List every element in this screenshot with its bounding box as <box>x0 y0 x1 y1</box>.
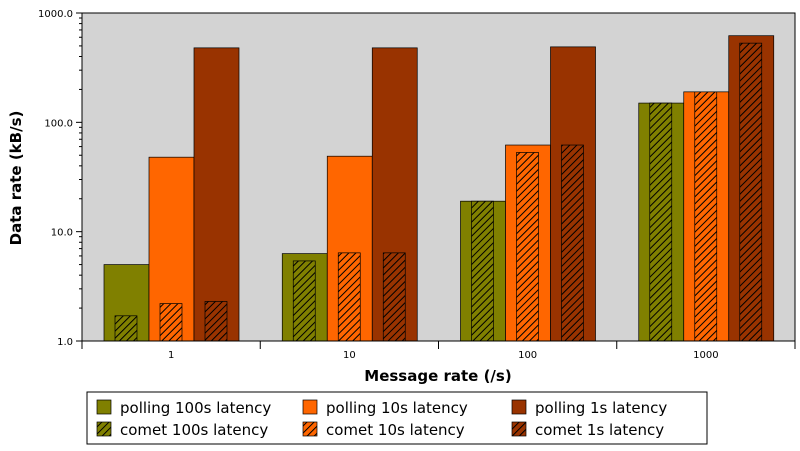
bar-comet-100s-latency-1 <box>114 315 138 342</box>
bar-comet-10s-latency-1 <box>159 303 183 342</box>
bars-layer <box>103 35 775 342</box>
bar-comet-10s-latency-100 <box>516 152 539 342</box>
legend-swatch-comet-1s-latency <box>511 421 527 437</box>
bar-comet-100s-latency-1000 <box>649 102 673 342</box>
y-tick-label: 10.0 <box>51 228 73 239</box>
bar-comet-10s-latency-1000 <box>694 91 718 342</box>
legend-label-comet-1s-latency: comet 1s latency <box>535 421 664 439</box>
legend-label-polling-10s-latency: polling 10s latency <box>326 399 468 417</box>
legend-swatch-polling-100s-latency <box>96 399 112 415</box>
legend-label-comet-100s-latency: comet 100s latency <box>120 421 268 439</box>
x-tick-label: 100 <box>518 350 537 361</box>
bar-comet-1s-latency-1 <box>204 301 228 342</box>
x-tick-label: 1 <box>168 350 174 361</box>
legend-swatch-polling-1s-latency <box>511 399 527 415</box>
x-tick-label: 10 <box>343 350 356 361</box>
bar-comet-100s-latency-100 <box>471 200 494 342</box>
axes-layer: 1.0 10.0 100.0 1000.0 1 10 100 1000 <box>38 9 796 361</box>
x-axis-title: Message rate (/s) <box>364 367 511 385</box>
bar-comet-1s-latency-100 <box>561 144 584 342</box>
y-tick-label: 1.0 <box>57 337 73 348</box>
y-tick-label: 1000.0 <box>38 9 73 20</box>
y-tick-label: 100.0 <box>44 118 73 129</box>
y-axis-title: Data rate (kB/s) <box>7 111 25 246</box>
bar-comet-100s-latency-10 <box>292 260 316 342</box>
legend-box <box>86 391 708 445</box>
legend: polling 100s latency polling 10s latency p… <box>96 399 667 439</box>
bar-polling-1s-latency-1 <box>193 47 240 342</box>
legend-swatch-polling-10s-latency <box>302 399 318 415</box>
bar-comet-1s-latency-10 <box>382 252 406 342</box>
legend-swatch-comet-100s-latency <box>96 421 112 437</box>
legend-label-polling-1s-latency: polling 1s latency <box>535 399 667 417</box>
x-tick-label: 1000 <box>693 350 718 361</box>
legend-swatch-comet-10s-latency <box>302 421 318 437</box>
legend-label-polling-100s-latency: polling 100s latency <box>120 399 271 417</box>
bar-comet-1s-latency-1000 <box>739 42 763 342</box>
bar-comet-10s-latency-10 <box>337 252 361 342</box>
legend-label-comet-10s-latency: comet 10s latency <box>326 421 465 439</box>
